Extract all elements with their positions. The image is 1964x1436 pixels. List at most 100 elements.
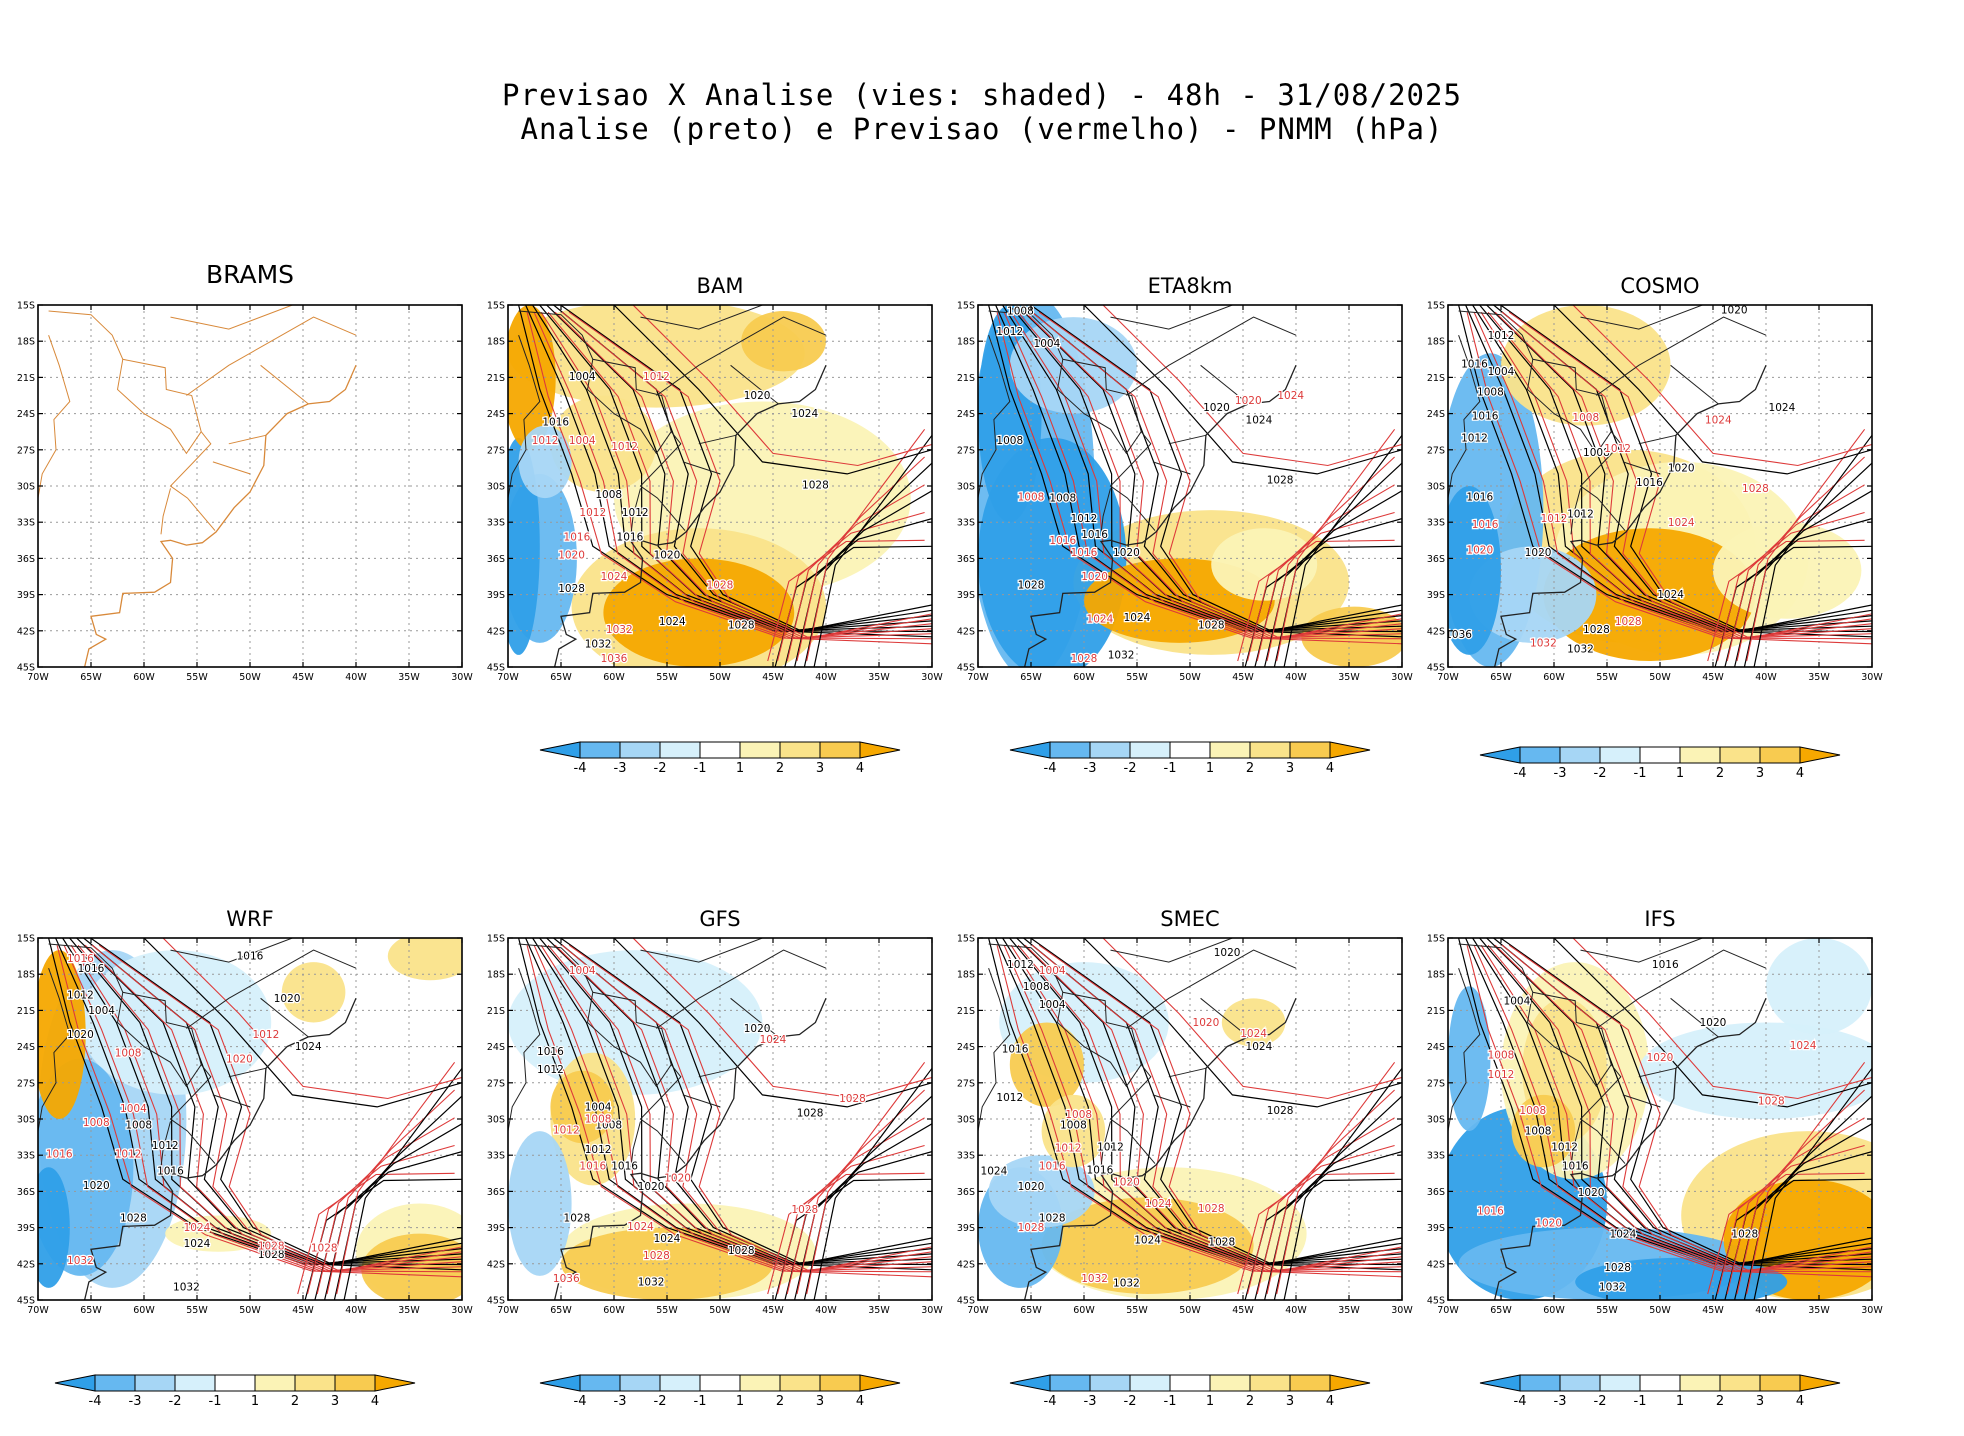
forecast-isobar <box>1501 311 1872 639</box>
lon-tick-label: 30W <box>921 1305 943 1316</box>
lon-tick-label: 30W <box>1861 672 1883 683</box>
analysis-isobar <box>1083 305 1402 475</box>
country-border <box>1670 364 1719 405</box>
lat-tick-label: 33S <box>17 518 35 529</box>
country-border <box>698 1067 737 1078</box>
lon-tick-label: 55W <box>1596 672 1618 683</box>
panel-cosmo: COSMO10121020100410161008101610121008101… <box>1427 274 1883 683</box>
analysis-contour-label: 1012 <box>996 1092 1023 1104</box>
lon-tick-label: 30W <box>1391 672 1413 683</box>
colorbar-arrow-left <box>539 741 581 759</box>
analysis-isobar <box>1486 938 1872 1265</box>
bias-shade <box>387 938 462 981</box>
panel-wrf: WRF1016101610121004102010201024100810121… <box>17 907 473 1316</box>
country-border <box>212 461 251 475</box>
forecast-isobar <box>568 311 932 639</box>
colorbar-segment <box>1089 1374 1131 1392</box>
analysis-isobar <box>90 938 462 1265</box>
lat-tick-label: 15S <box>487 301 505 312</box>
analysis-contour-label: 1020 <box>1018 1181 1045 1193</box>
colorbar-label: -2 <box>1124 1394 1137 1409</box>
analysis-contour-label: 1028 <box>564 1213 591 1225</box>
colorbar-segment <box>1169 741 1211 759</box>
colorbar-label: -3 <box>614 1394 627 1409</box>
analysis-contour-label: 1032 <box>1113 1278 1140 1290</box>
forecast-contour-label: 1020 <box>1113 1176 1140 1188</box>
lat-tick-label: 18S <box>487 970 505 981</box>
country-border <box>1056 992 1142 1088</box>
colorbar-label: 1 <box>1676 1394 1684 1409</box>
analysis-contour-label: 1012 <box>622 507 649 519</box>
country-border <box>518 310 686 531</box>
forecast-contour-label: 1016 <box>46 1149 73 1161</box>
forecast-isobar <box>1031 311 1402 639</box>
lon-tick-label: 30W <box>1391 1305 1413 1316</box>
panel-content: 1016101610121004102010201024100810121016… <box>38 938 462 1300</box>
forecast-isobar <box>56 945 462 1278</box>
analysis-contour-label: 1024 <box>295 1041 322 1053</box>
lon-tick-label: 55W <box>1126 672 1148 683</box>
forecast-isobar <box>77 944 462 1272</box>
colorbar-label: 4 <box>1796 766 1804 781</box>
forecast-contour-label: 1016 <box>1049 535 1076 547</box>
colorbar-label: 2 <box>1246 761 1254 776</box>
colorbar-segment <box>1559 1374 1601 1392</box>
forecast-isobar <box>1017 944 1402 1272</box>
lon-tick-label: 70W <box>497 672 519 683</box>
analysis-contour-label: 1012 <box>67 989 94 1001</box>
lat-tick-label: 18S <box>17 337 35 348</box>
forecast-contour-label: 1028 <box>707 580 734 592</box>
colorbar-segment <box>1519 746 1561 764</box>
country-border <box>1580 938 1703 963</box>
lon-tick-label: 50W <box>709 672 731 683</box>
analysis-contour-label: 1020 <box>1203 402 1230 414</box>
country-border <box>1526 359 1612 455</box>
country-border <box>1126 316 1297 396</box>
analysis-contour-label: 1012 <box>585 1144 612 1156</box>
forecast-contour-label: 1020 <box>664 1173 691 1185</box>
analysis-contour-label: 1028 <box>120 1213 147 1225</box>
colorbar-label: 1 <box>251 1394 259 1409</box>
forecast-contour-label: 1016 <box>1472 519 1499 531</box>
country-border <box>1596 949 1767 1029</box>
country-border <box>1100 488 1111 535</box>
forecast-isobar <box>1003 944 1402 1273</box>
analysis-isobar <box>1486 305 1872 632</box>
analysis-contour-label: 1008 <box>125 1120 152 1132</box>
forecast-contour-label: 1028 <box>258 1240 285 1252</box>
analysis-contour-label: 1024 <box>791 408 818 420</box>
lon-tick-label: 35W <box>868 1305 890 1316</box>
analysis-contour-label: 1028 <box>797 1108 824 1120</box>
lon-tick-label: 60W <box>1073 1305 1095 1316</box>
panel-brams: BRAMS 15S 18S 21S 24S 27S 30S 33S 36S 39S 42S 45S70… <box>17 260 473 683</box>
lon-tick-label: 35W <box>1808 1305 1830 1316</box>
forecast-isobar <box>1003 311 1402 640</box>
forecast-isobar <box>1494 311 1872 639</box>
country-border <box>48 310 216 531</box>
forecast-isobar <box>1487 311 1872 639</box>
analysis-isobar <box>560 938 932 1265</box>
forecast-isobar <box>1256 484 1395 662</box>
analysis-contour-label: 1008 <box>1060 1120 1087 1132</box>
country-border <box>170 938 293 963</box>
forecast-contour-label: 1028 <box>1198 1203 1225 1215</box>
country-border <box>1168 1067 1207 1078</box>
lat-tick-label: 21S <box>1427 1006 1445 1017</box>
lat-tick-label: 21S <box>957 1006 975 1017</box>
analysis-contour-label: 1012 <box>996 326 1023 338</box>
lon-tick-label: 45W <box>1232 1305 1254 1316</box>
country-border <box>656 949 827 1029</box>
lat-tick-label: 39S <box>487 1223 505 1234</box>
country-border <box>116 359 202 455</box>
analysis-contour-label: 1008 <box>1477 387 1504 399</box>
lon-tick-label: 65W <box>1020 1305 1042 1316</box>
colorbar-label: -3 <box>614 761 627 776</box>
colorbar-segment <box>659 1374 701 1392</box>
lat-tick-label: 39S <box>487 590 505 601</box>
country-border <box>186 949 357 1029</box>
analysis-contour-label: 1016 <box>1652 959 1679 971</box>
colorbar-label: -4 <box>89 1394 102 1409</box>
lon-tick-label: 40W <box>815 672 837 683</box>
colorbar-segment <box>619 1374 661 1392</box>
colorbar-segment <box>1559 746 1601 764</box>
